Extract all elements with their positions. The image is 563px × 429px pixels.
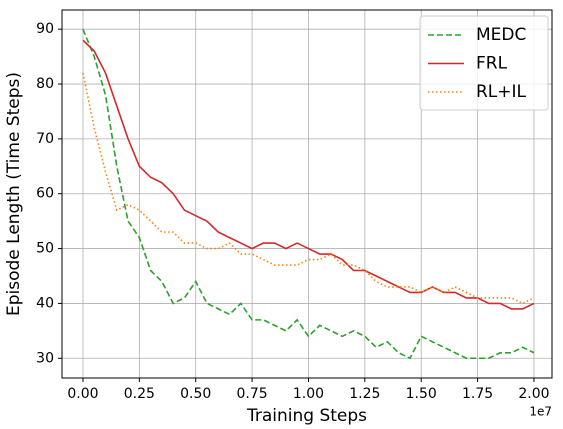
y-tick-label: 90 — [36, 21, 54, 37]
x-tick-label: 1.50 — [406, 386, 437, 402]
series-line — [82, 28, 535, 360]
y-tick-label: 30 — [36, 350, 54, 366]
x-tick-label: 0.25 — [124, 386, 155, 402]
x-offset-label: 1e7 — [529, 405, 552, 419]
legend-box — [419, 15, 549, 111]
x-tick-label: 0.00 — [67, 386, 98, 402]
x-tick-label: 2.00 — [518, 386, 549, 402]
series-line — [82, 39, 535, 310]
x-tick-label: 1.75 — [462, 386, 493, 402]
y-tick-label: 60 — [36, 186, 54, 202]
y-tick-label: 40 — [36, 295, 54, 311]
x-tick-label: 1.00 — [293, 386, 324, 402]
legend-label: MEDC — [476, 25, 526, 45]
x-axis-label: Training Steps — [246, 406, 367, 426]
y-tick-label: 80 — [36, 76, 54, 92]
legend-label: FRL — [476, 54, 508, 74]
series-line — [82, 72, 535, 305]
legend-label: RL+IL — [476, 82, 527, 102]
y-tick-label: 50 — [36, 241, 54, 257]
plot-frame — [61, 9, 553, 379]
legend: MEDC FRL RL+IL — [419, 15, 549, 111]
x-tick-label: 0.75 — [237, 386, 268, 402]
y-tick-label: 70 — [36, 131, 54, 147]
x-tick-label: 0.50 — [180, 386, 211, 402]
x-tick-label: 1.25 — [349, 386, 380, 402]
y-axis-label: Episode Length (Time Steps) — [4, 72, 24, 316]
